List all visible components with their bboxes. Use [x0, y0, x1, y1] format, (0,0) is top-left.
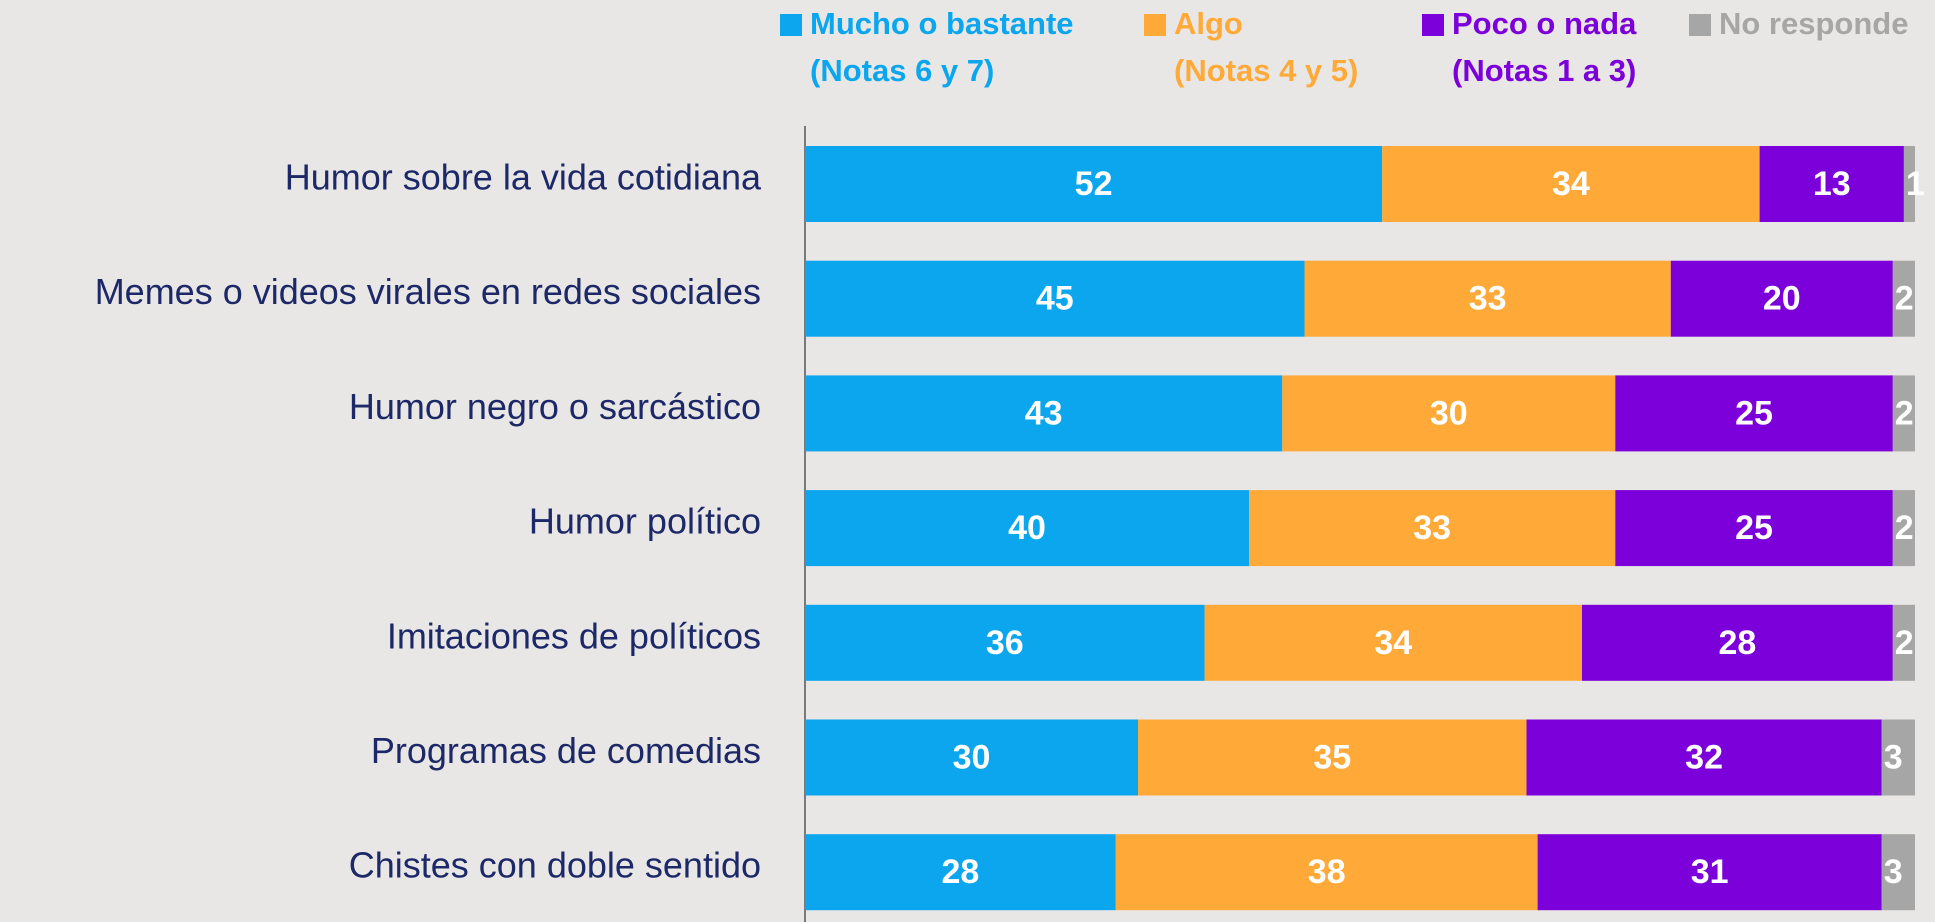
value-label: 31 — [1691, 853, 1729, 891]
legend-label: Poco o nada — [1452, 6, 1637, 41]
value-label: 28 — [1718, 624, 1756, 662]
value-label: 33 — [1469, 280, 1507, 318]
value-label: 33 — [1413, 509, 1451, 547]
value-label: 2 — [1895, 509, 1914, 547]
bar-segment — [1892, 604, 1915, 681]
category-label: Imitaciones de políticos — [387, 615, 761, 656]
bar-segment — [1537, 834, 1882, 911]
value-label: 2 — [1895, 280, 1914, 318]
category-label: Humor sobre la vida cotidiana — [285, 157, 762, 198]
category-label: Humor negro o sarcástico — [349, 386, 761, 427]
category-label: Memes o videos virales en redes sociales — [95, 271, 761, 312]
bar-segment — [1759, 146, 1904, 222]
bar-segment — [1881, 719, 1915, 796]
bar-segment — [1615, 490, 1893, 567]
value-label: 25 — [1735, 509, 1773, 547]
bar-segment — [1115, 834, 1538, 911]
value-label: 2 — [1895, 624, 1914, 662]
bar-segment — [805, 146, 1383, 222]
value-label: 30 — [953, 738, 991, 776]
value-label: 2 — [1895, 394, 1914, 432]
legend-swatch — [780, 14, 802, 36]
value-label: 30 — [1430, 394, 1468, 432]
value-label: 35 — [1313, 738, 1351, 776]
bar-segment — [1138, 719, 1527, 796]
legend-label: Mucho o bastante — [810, 6, 1074, 41]
value-label: 36 — [986, 624, 1024, 662]
bar-segment — [1670, 260, 1893, 337]
bar-segment — [805, 719, 1138, 796]
bar-segment — [1304, 260, 1671, 337]
value-label: 28 — [941, 853, 979, 891]
legend-note: (Notas 6 y 7) — [810, 53, 994, 88]
bar-segment — [805, 375, 1283, 452]
bar-segment — [805, 260, 1305, 337]
bar-segment — [1881, 834, 1915, 911]
bar-segment — [1282, 375, 1616, 452]
bar-segment — [1903, 146, 1915, 222]
bar-segment — [805, 834, 1116, 911]
category-label: Programas de comedias — [371, 730, 761, 771]
bar-segment — [1582, 604, 1893, 681]
value-label: 13 — [1813, 165, 1851, 203]
value-label: 52 — [1075, 165, 1113, 203]
bar-segment — [805, 490, 1249, 567]
legend-swatch — [1144, 14, 1166, 36]
legend-swatch — [1689, 14, 1711, 36]
category-label: Chistes con doble sentido — [349, 845, 761, 886]
value-label: 40 — [1008, 509, 1046, 547]
bar-segment — [1892, 490, 1915, 567]
value-label: 20 — [1763, 280, 1801, 318]
bar-segment — [1615, 375, 1893, 452]
legend-note: (Notas 1 a 3) — [1452, 53, 1636, 88]
value-label: 34 — [1552, 165, 1590, 203]
legend-label: Algo — [1174, 6, 1243, 41]
legend-note: (Notas 4 y 5) — [1174, 53, 1358, 88]
bar-segment — [1892, 260, 1915, 337]
bar-segment — [805, 604, 1205, 681]
legend-swatch — [1422, 14, 1444, 36]
value-label: 1 — [1906, 165, 1925, 203]
value-label: 25 — [1735, 394, 1773, 432]
value-label: 3 — [1884, 853, 1903, 891]
value-label: 43 — [1025, 394, 1063, 432]
bar-segment — [1526, 719, 1882, 796]
bar-segment — [1204, 604, 1582, 681]
category-label: Humor político — [529, 501, 761, 542]
bar-segment — [1249, 490, 1616, 567]
legend-label: No responde — [1719, 6, 1908, 41]
value-label: 45 — [1036, 280, 1074, 318]
bar-segment — [1382, 146, 1760, 222]
value-label: 34 — [1374, 624, 1412, 662]
bar-segment — [1892, 375, 1915, 452]
value-label: 3 — [1884, 738, 1903, 776]
value-label: 32 — [1685, 738, 1723, 776]
value-label: 38 — [1308, 853, 1346, 891]
